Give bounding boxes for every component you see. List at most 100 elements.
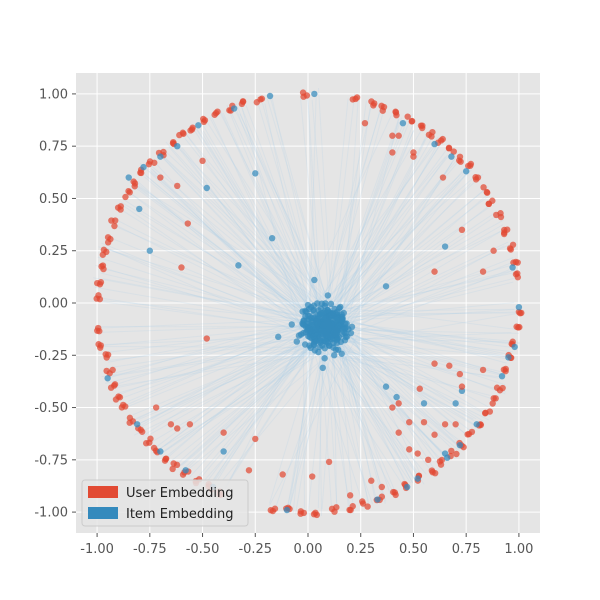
connection-line [195, 128, 316, 315]
connection-line [149, 164, 332, 320]
connection-line [111, 217, 329, 328]
user-embedding-point [220, 429, 227, 436]
item-embedding-point [382, 283, 390, 290]
connection-line [333, 334, 338, 509]
user-embedding-point [169, 465, 176, 473]
item-embedding-point [304, 312, 312, 320]
connection-line [142, 329, 308, 437]
connection-line [330, 342, 463, 443]
connection-line [104, 268, 324, 323]
y-tick-label: 1.00 [39, 87, 68, 102]
legend-box [81, 479, 249, 527]
user-embedding-point [431, 431, 438, 438]
user-embedding-point [107, 235, 114, 243]
connection-line [325, 318, 416, 481]
connection-line [192, 339, 316, 484]
connection-line [335, 320, 386, 504]
connection-line [124, 323, 323, 398]
connection-line [325, 154, 448, 331]
y-axis-ticks: 1.00 0.75 0.50 0.25 0.00 -0.25 -0.50 -0.75 -1.00 [34, 87, 76, 521]
user-embedding-point [474, 174, 482, 181]
connection-line [324, 339, 516, 358]
connection-line [148, 170, 325, 317]
connection-line [302, 328, 305, 509]
connection-line [93, 277, 328, 322]
connection-line [321, 312, 518, 315]
connection-line [319, 142, 442, 331]
user-embedding-point [389, 149, 396, 156]
connection-line [335, 333, 378, 504]
connection-line [202, 125, 325, 337]
connection-line [139, 328, 305, 427]
connection-line [331, 156, 457, 332]
user-embedding-point [108, 217, 115, 224]
user-embedding-point [126, 414, 134, 422]
connection-line [334, 326, 457, 444]
connection-line [319, 332, 351, 507]
connection-line [295, 328, 327, 515]
user-embedding-point [297, 508, 305, 515]
user-embedding-point [512, 258, 520, 266]
connection-line [168, 146, 316, 319]
connection-line [104, 345, 328, 348]
item-embedding-point [230, 105, 238, 112]
connection-line [271, 96, 321, 311]
connection-line [139, 334, 321, 429]
connection-line [100, 272, 338, 330]
connection-line [329, 328, 350, 509]
item-embedding-point [136, 205, 143, 213]
connection-line [155, 162, 308, 331]
connection-line [321, 334, 336, 510]
connection-line [317, 311, 519, 318]
user-embedding-point [178, 264, 185, 271]
item-embedding-point [311, 276, 318, 284]
item-embedding-point [104, 375, 111, 382]
connection-line [176, 324, 333, 465]
user-embedding-point [456, 370, 464, 378]
item-embedding-point [275, 333, 282, 341]
user-embedding-point [97, 279, 105, 286]
user-embedding-point [378, 483, 386, 491]
item-embedding-point [462, 168, 470, 175]
connection-line [319, 107, 382, 324]
user-embedding-point [395, 132, 402, 139]
item-embedding-point [266, 92, 274, 100]
item-embedding-point [444, 454, 451, 461]
user-embedding-point [214, 108, 221, 115]
connection-line [113, 223, 339, 337]
item-embedding-point [505, 354, 512, 361]
item-embedding-point [324, 331, 331, 339]
user-embedding-point [493, 211, 500, 219]
connection-line [132, 335, 322, 416]
connection-line [123, 199, 309, 319]
user-embedding-point [157, 174, 164, 181]
connection-line [150, 167, 328, 351]
item-embedding-point [327, 300, 335, 308]
user-embedding-point [512, 271, 520, 278]
user-embedding-point [145, 160, 153, 168]
user-embedding-point [200, 115, 207, 123]
connection-line [331, 324, 518, 349]
user-embedding-point [503, 226, 511, 233]
connection-line [106, 248, 320, 329]
item-embedding-point [157, 153, 164, 160]
user-embedding-point [94, 327, 101, 334]
connection-line [94, 299, 316, 322]
item-embedding-point [195, 122, 202, 129]
connection-line [101, 343, 314, 378]
connection-line [325, 98, 349, 324]
user-embedding-point [370, 102, 377, 109]
connection-line [342, 182, 471, 319]
connection-line [97, 256, 324, 330]
connection-line [346, 162, 453, 327]
connection-line [108, 343, 330, 378]
connection-line [320, 311, 525, 348]
connection-line [324, 330, 371, 506]
connection-line [127, 191, 330, 327]
connection-line [99, 335, 328, 346]
connection-line [239, 102, 330, 324]
user-embedding-point [252, 435, 259, 443]
connection-line [212, 323, 326, 482]
connection-line [148, 168, 327, 343]
user-embedding-point [406, 418, 413, 426]
